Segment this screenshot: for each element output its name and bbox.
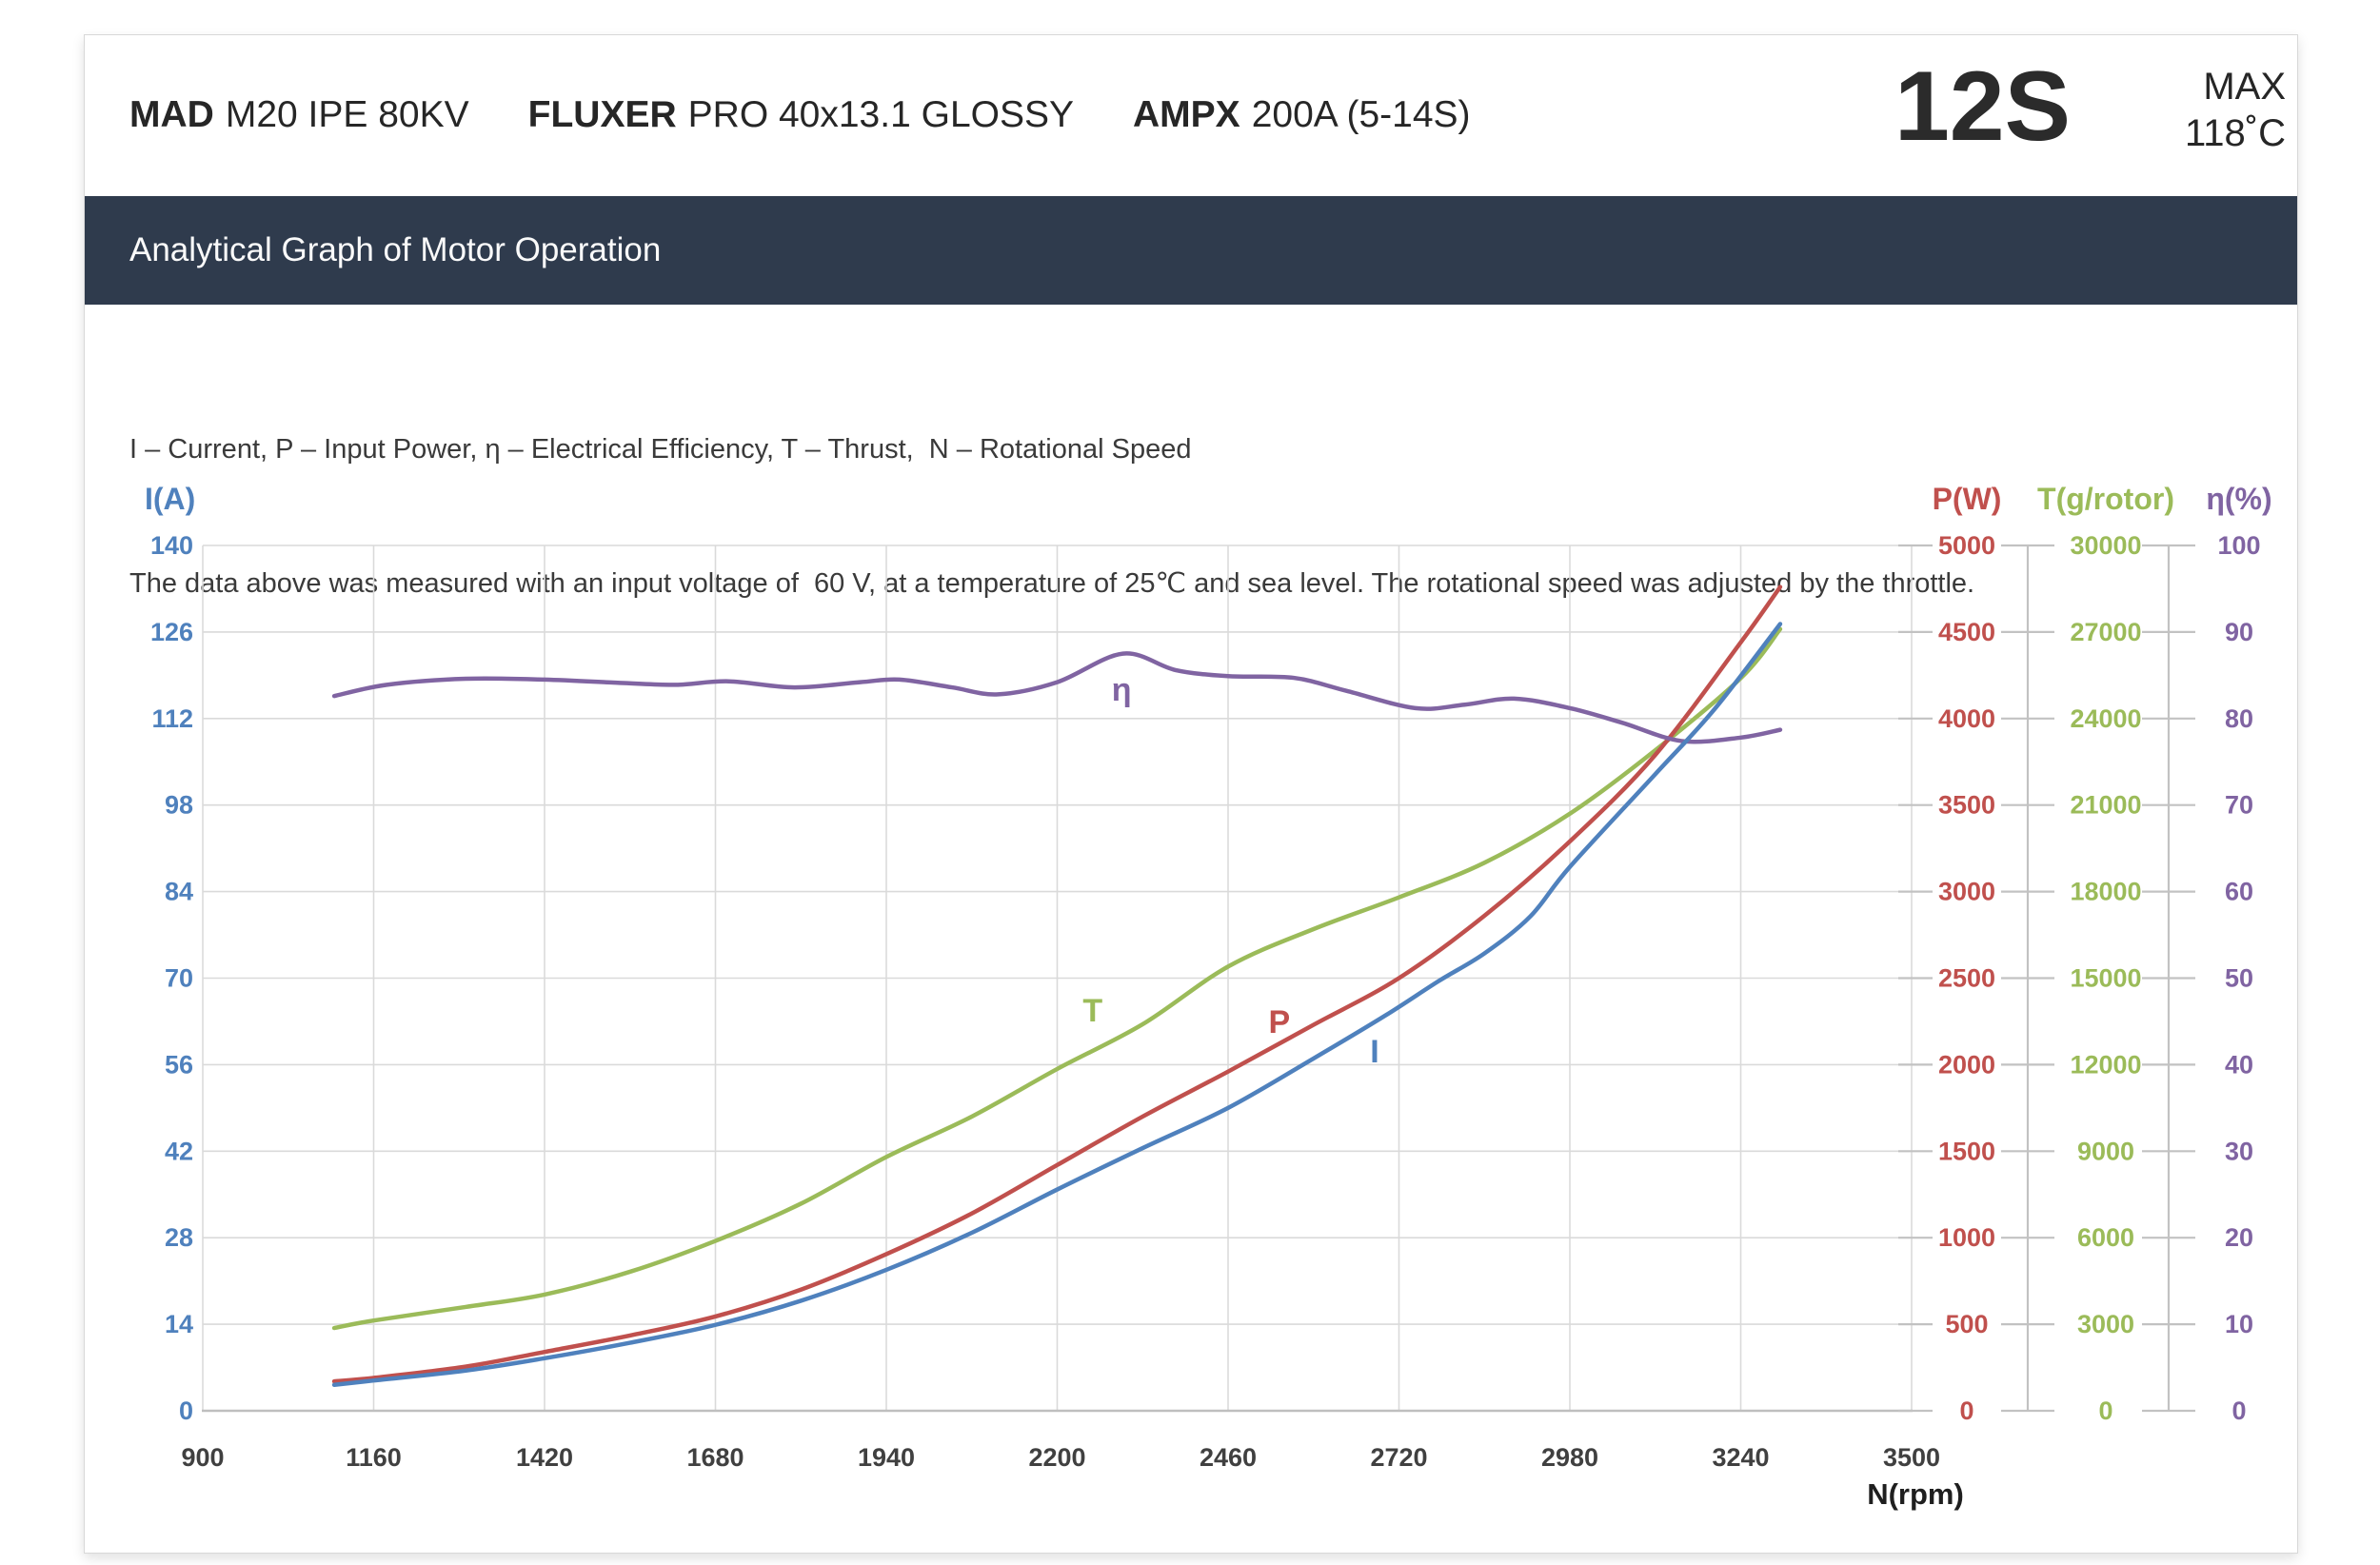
- y-tick-label-t: 3000: [2077, 1310, 2134, 1338]
- y-tick-label-t: 9000: [2077, 1137, 2134, 1165]
- x-tick-label: 3240: [1712, 1443, 1769, 1472]
- series-t-label: T: [1082, 993, 1102, 1029]
- series-i-curve: [331, 622, 1783, 1387]
- y-tick-label-eta: 0: [2231, 1397, 2246, 1425]
- y-tick-label-i: 56: [165, 1050, 193, 1079]
- y-tick-label-i: 126: [150, 618, 193, 646]
- y-tick-label-p: 2500: [1938, 964, 1995, 993]
- y-tick-label-p: 1000: [1938, 1223, 1995, 1252]
- y-tick-label-t: 30000: [2070, 531, 2141, 560]
- y-tick-label-t: 6000: [2077, 1223, 2134, 1252]
- series-eta-curve: [331, 651, 1783, 744]
- x-axis-title: N(rpm): [1867, 1477, 1964, 1511]
- y-tick-label-p: 1500: [1938, 1137, 1995, 1165]
- series-t-curve: [331, 626, 1783, 1331]
- eta-axis-title: η(%): [2206, 482, 2272, 516]
- y-tick-label-eta: 10: [2225, 1310, 2253, 1338]
- series-p-curve: [331, 584, 1783, 1384]
- x-tick-label: 1680: [686, 1443, 744, 1472]
- y-tick-label-t: 18000: [2070, 878, 2141, 906]
- y-tick-label-p: 3000: [1938, 878, 1995, 906]
- y-tick-label-eta: 50: [2225, 964, 2253, 993]
- y-tick-label-eta: 40: [2225, 1050, 2253, 1079]
- product-list: MAD M20 IPE 80KV FLUXER PRO 40x13.1 GLOSSY…: [129, 94, 1471, 136]
- description-line-1: I – Current, P – Input Power, η – Electr…: [129, 434, 1192, 465]
- series-eta-label: η: [1112, 672, 1132, 708]
- x-tick-label: 2720: [1370, 1443, 1427, 1472]
- y-tick-label-eta: 90: [2225, 618, 2253, 646]
- x-tick-label: 3500: [1883, 1443, 1940, 1472]
- y-tick-label-eta: 80: [2225, 704, 2253, 733]
- x-tick-label: 900: [181, 1443, 224, 1472]
- y-tick-label-p: 3500: [1938, 791, 1995, 820]
- y-tick-label-i: 112: [151, 704, 193, 733]
- y-tick-label-p: 4500: [1938, 618, 1995, 646]
- x-tick-label: 1160: [346, 1443, 402, 1472]
- product-propeller: FLUXER PRO 40x13.1 GLOSSY: [528, 94, 1074, 136]
- x-tick-label: 1940: [858, 1443, 915, 1472]
- y-tick-label-p: 4000: [1938, 704, 1995, 733]
- description-line-2: The data above was measured with an inpu…: [129, 568, 1975, 599]
- y-tick-label-eta: 70: [2225, 791, 2253, 820]
- product-motor: MAD M20 IPE 80KV: [129, 94, 469, 136]
- product-esc-brand: AMPX: [1133, 94, 1240, 135]
- y-tick-label-p: 0: [1959, 1397, 1973, 1425]
- y-tick-label-t: 27000: [2070, 618, 2141, 646]
- i-axis-title: I(A): [145, 482, 196, 516]
- y-tick-label-i: 84: [165, 878, 193, 906]
- product-propeller-brand: FLUXER: [527, 94, 677, 135]
- series-p-label: P: [1269, 1004, 1291, 1040]
- t-axis-title: T(g/rotor): [2037, 482, 2174, 516]
- y-tick-label-i: 28: [165, 1223, 193, 1252]
- chart-description: I – Current, P – Input Power, η – Electr…: [129, 338, 1974, 696]
- x-tick-label: 2200: [1028, 1443, 1085, 1472]
- y-tick-label-eta: 30: [2225, 1137, 2253, 1165]
- y-tick-label-t: 12000: [2070, 1050, 2141, 1079]
- max-temp-block: MAX 118˚C: [2185, 64, 2286, 157]
- series-i-label: I: [1370, 1034, 1378, 1070]
- y-tick-label-p: 500: [1945, 1310, 1988, 1338]
- y-tick-label-i: 140: [150, 531, 193, 560]
- product-motor-brand: MAD: [129, 94, 214, 135]
- battery-cells-badge: 12S: [1894, 51, 2071, 162]
- spec-card: MAD M20 IPE 80KV FLUXER PRO 40x13.1 GLOSSY…: [84, 34, 2298, 1554]
- y-tick-label-t: 0: [2098, 1397, 2112, 1425]
- p-axis-title: P(W): [1932, 482, 2002, 516]
- y-tick-label-p: 2000: [1938, 1050, 1995, 1079]
- product-esc-model: 200A (5-14S): [1251, 94, 1471, 135]
- section-title-bar: Analytical Graph of Motor Operation: [85, 196, 2297, 305]
- y-tick-label-i: 14: [165, 1310, 193, 1338]
- product-motor-model: M20 IPE 80KV: [225, 94, 469, 135]
- y-tick-label-i: 42: [165, 1137, 193, 1165]
- product-esc: AMPX 200A (5-14S): [1133, 94, 1471, 136]
- section-title: Analytical Graph of Motor Operation: [129, 231, 662, 268]
- y-tick-label-t: 24000: [2070, 704, 2141, 733]
- y-tick-label-i: 98: [165, 791, 193, 820]
- x-tick-label: 2460: [1200, 1443, 1257, 1472]
- max-label: MAX: [2203, 66, 2286, 108]
- x-tick-label: 1420: [516, 1443, 573, 1472]
- y-tick-label-i: 70: [165, 964, 193, 993]
- x-tick-label: 2980: [1541, 1443, 1598, 1472]
- y-tick-label-eta: 100: [2217, 531, 2260, 560]
- y-tick-label-i: 0: [179, 1397, 193, 1425]
- y-tick-label-t: 15000: [2070, 964, 2141, 993]
- y-tick-label-eta: 60: [2225, 878, 2253, 906]
- y-tick-label-p: 5000: [1938, 531, 1995, 560]
- product-propeller-model: PRO 40x13.1 GLOSSY: [687, 94, 1075, 135]
- max-temp-value: 118˚C: [2185, 112, 2286, 154]
- y-tick-label-eta: 20: [2225, 1223, 2253, 1252]
- y-tick-label-t: 21000: [2070, 791, 2141, 820]
